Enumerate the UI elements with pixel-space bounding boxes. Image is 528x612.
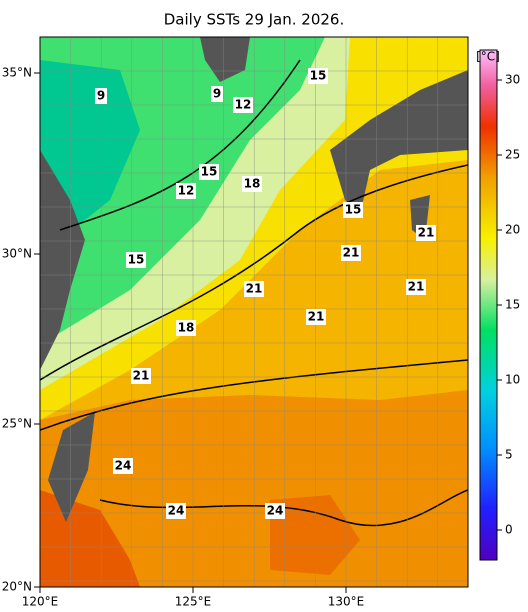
contour-label-bg [176, 183, 196, 199]
contour-label-bg [306, 309, 326, 325]
map-frame [39, 36, 469, 588]
land [40, 37, 468, 522]
grid [40, 37, 468, 587]
contour-label-bg [244, 281, 264, 297]
contour-label-bg [265, 503, 285, 519]
colorbar-unit: [°C] [476, 50, 500, 64]
colorbar [479, 49, 498, 561]
contour-label: 21 [418, 226, 435, 240]
contour-label: 21 [343, 246, 360, 260]
contour-label: 24 [168, 504, 185, 518]
contour-label-bg [95, 88, 107, 104]
lon-label: 130°E [328, 595, 365, 609]
contour-label: 18 [244, 177, 261, 191]
contour-label: 21 [308, 310, 325, 324]
contour-label: 21 [246, 282, 263, 296]
contour-label-bg [233, 97, 253, 113]
sst-field [40, 37, 468, 587]
contour-label-bg [416, 225, 436, 241]
contour-label-bg [341, 245, 361, 261]
colorbar-tick-label: 15 [505, 298, 520, 312]
contour-label: 15 [345, 203, 362, 217]
contour-label-bg [126, 252, 146, 268]
contour-label: 15 [310, 69, 327, 83]
contour-label: 9 [213, 87, 221, 101]
contour-label: 24 [267, 504, 284, 518]
contour-label: 12 [235, 98, 252, 112]
contour-label-bg [343, 202, 363, 218]
contour-label: 15 [128, 253, 145, 267]
lat-label: 35°N [2, 66, 32, 80]
lat-label: 25°N [2, 417, 32, 431]
colorbar-tick-label: 30 [505, 73, 520, 87]
lat-label: 20°N [2, 580, 32, 594]
contour-label: 12 [178, 184, 195, 198]
contour-label: 21 [408, 280, 425, 294]
contour-label-bg [199, 164, 219, 180]
contour-label-bg [166, 503, 186, 519]
contour-label-bg [242, 176, 262, 192]
contour-label: 15 [201, 165, 218, 179]
lat-label: 30°N [2, 247, 32, 261]
lon-label: 125°E [175, 595, 212, 609]
contour-label-bg [211, 86, 223, 102]
colorbar-tick-label: 25 [505, 148, 520, 162]
title: Daily SSTs 29 Jan. 2026. [164, 11, 344, 29]
contour-label-bg [308, 68, 328, 84]
contour-label-bg [113, 458, 133, 474]
lon-label: 120°E [22, 595, 59, 609]
contour-label-bg [131, 368, 151, 384]
colorbar-tick-label: 5 [505, 448, 513, 462]
colorbar-tick-label: 0 [505, 523, 513, 537]
contour-label: 24 [115, 459, 132, 473]
colorbar-tick-label: 10 [505, 373, 520, 387]
contour-label-bg [406, 279, 426, 295]
contour-label: 18 [178, 321, 195, 335]
contour-label: 9 [97, 89, 105, 103]
colorbar-tick-label: 20 [505, 223, 520, 237]
contour-label: 21 [133, 369, 150, 383]
contour-label-bg [176, 320, 196, 336]
